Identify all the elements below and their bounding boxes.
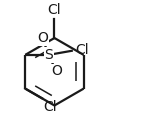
Text: Cl: Cl — [43, 100, 57, 114]
Text: O: O — [51, 64, 62, 78]
Text: Cl: Cl — [48, 3, 61, 17]
Text: S: S — [44, 48, 53, 62]
Text: O: O — [37, 31, 48, 45]
Text: Cl: Cl — [75, 43, 88, 57]
